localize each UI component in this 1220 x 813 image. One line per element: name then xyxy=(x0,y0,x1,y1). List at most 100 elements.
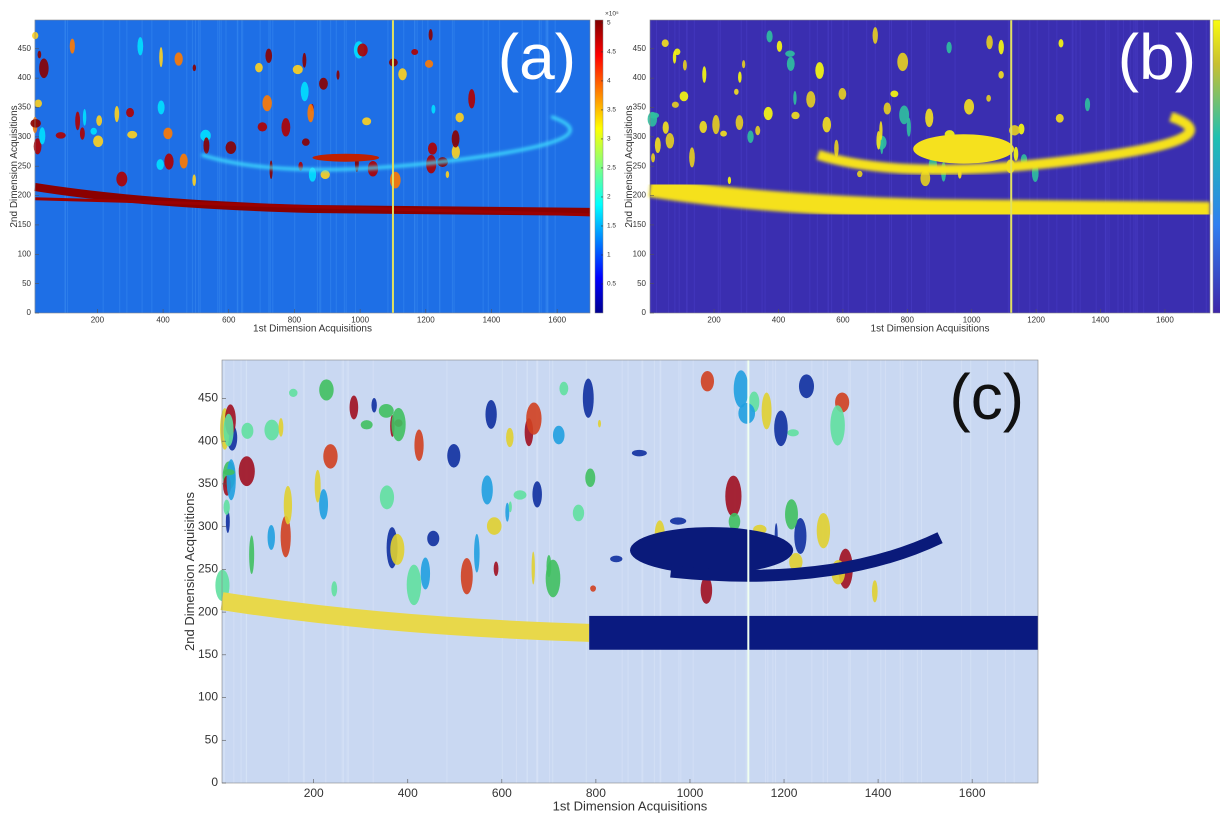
spot xyxy=(281,118,291,137)
spot xyxy=(665,132,675,149)
band xyxy=(220,592,590,642)
spot xyxy=(431,104,436,114)
spot xyxy=(727,176,732,185)
spot xyxy=(39,127,46,145)
y-tick-label: 50 xyxy=(22,279,31,288)
y-tick-label: 300 xyxy=(18,132,32,141)
spot xyxy=(323,444,338,469)
spot xyxy=(883,102,891,115)
plot-area xyxy=(222,360,1038,783)
spot xyxy=(747,130,754,143)
spot xyxy=(319,379,334,401)
spot xyxy=(879,121,883,141)
spot xyxy=(986,94,991,102)
arc xyxy=(816,111,1195,175)
arc xyxy=(201,115,572,172)
blob xyxy=(913,134,1014,164)
spot xyxy=(486,517,502,535)
y-tick-label: 0 xyxy=(211,775,218,789)
spot xyxy=(391,407,406,442)
x-tick-label: 200 xyxy=(91,315,105,324)
y-axis-label: 2nd Dimension Acquisitions xyxy=(182,492,197,651)
spot xyxy=(998,70,1004,79)
x-tick-label: 800 xyxy=(586,786,606,800)
x-tick-label: 600 xyxy=(836,315,850,324)
y-tick-label: 400 xyxy=(633,73,647,82)
spot xyxy=(302,52,307,68)
axes-box xyxy=(221,359,1039,784)
spot xyxy=(226,459,236,501)
spot xyxy=(156,159,164,171)
spot xyxy=(379,485,395,510)
spot xyxy=(314,469,321,503)
colorbar-tick-label: 0.5 xyxy=(607,281,616,288)
spot xyxy=(319,489,329,520)
spot xyxy=(531,551,535,585)
x-tick-label: 800 xyxy=(288,315,302,324)
spot xyxy=(798,374,815,399)
x-tick-label: 600 xyxy=(492,786,512,800)
spot xyxy=(30,118,41,128)
spot xyxy=(427,142,438,155)
colorbar-tick-label: 2 xyxy=(607,194,611,201)
colorbar-tick-label: 4 xyxy=(607,78,611,85)
y-tick-label: 50 xyxy=(205,732,219,746)
spot xyxy=(200,129,211,142)
x-tick-label: 1000 xyxy=(963,315,981,324)
spot xyxy=(320,170,330,180)
y-tick-label: 300 xyxy=(198,519,218,533)
spot xyxy=(428,29,433,41)
spot xyxy=(283,485,293,525)
spot xyxy=(766,30,773,43)
spot xyxy=(671,101,679,108)
panel: 200 400 600 800 1000 1200 1400 1600050100150200… xyxy=(9,11,619,335)
spot xyxy=(33,138,42,155)
x-tick-label: 400 xyxy=(398,786,418,800)
spot xyxy=(712,115,720,135)
y-tick-label: 100 xyxy=(633,249,647,258)
colorbar xyxy=(1212,19,1220,314)
spot xyxy=(776,40,783,52)
y-axis-label: 2nd Dimension Acquisitions xyxy=(9,105,20,227)
y-tick-label: 450 xyxy=(198,391,218,405)
spot xyxy=(582,378,594,418)
spot xyxy=(468,89,476,109)
heatmap-image xyxy=(647,20,1211,313)
spot xyxy=(127,130,138,139)
spot xyxy=(899,105,910,125)
spot xyxy=(761,392,772,430)
spot xyxy=(674,48,681,56)
x-tick-label: 200 xyxy=(707,315,721,324)
spot xyxy=(223,413,234,447)
spot xyxy=(264,419,280,441)
spot xyxy=(700,576,713,604)
spot xyxy=(360,420,373,430)
spot xyxy=(857,170,863,178)
y-tick-label: 150 xyxy=(18,220,32,229)
band-edge xyxy=(34,197,591,217)
spot xyxy=(1084,97,1091,112)
spot xyxy=(424,59,434,68)
spot xyxy=(265,48,273,63)
spot xyxy=(661,39,669,48)
x-tick-label: 1200 xyxy=(417,315,435,324)
spot xyxy=(203,137,210,154)
spot xyxy=(82,108,87,126)
spot xyxy=(357,43,368,57)
spot xyxy=(93,135,104,148)
arc xyxy=(670,532,943,582)
colorbar-tick-label: 3 xyxy=(607,136,611,143)
y-tick-label: 250 xyxy=(18,161,32,170)
colorbar-tick-label: 1 xyxy=(607,252,611,259)
spot xyxy=(174,52,183,66)
x-tick-label: 1400 xyxy=(1092,315,1110,324)
spot xyxy=(225,510,230,533)
spot xyxy=(481,475,493,505)
x-axis-label: 1st Dimension Acquisitions xyxy=(553,798,708,813)
y-tick-label: 400 xyxy=(18,73,32,82)
spot xyxy=(164,153,174,170)
y-tick-label: 0 xyxy=(642,308,647,317)
spot xyxy=(755,125,761,136)
spot xyxy=(319,77,328,90)
